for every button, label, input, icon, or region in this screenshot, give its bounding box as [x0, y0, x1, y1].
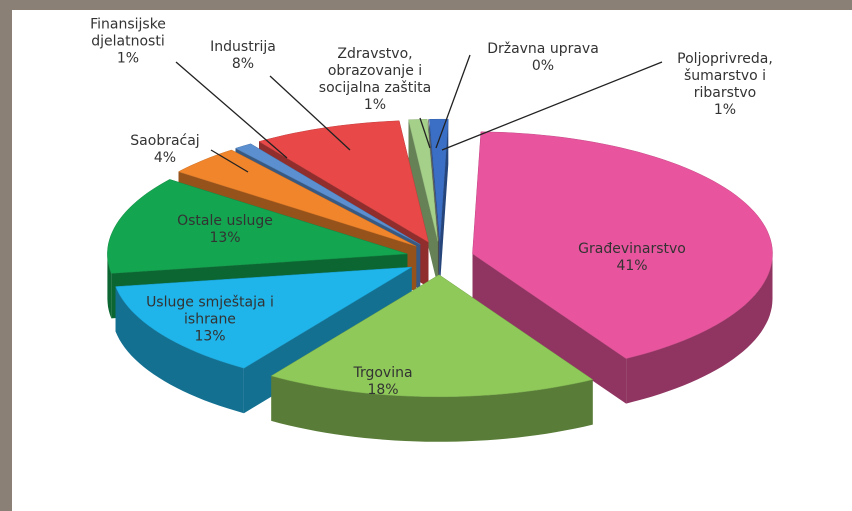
category-label: Finansijske djelatnosti — [90, 16, 166, 50]
slice-top — [115, 266, 412, 369]
slice-top — [428, 119, 440, 242]
pie-slice — [408, 119, 439, 287]
slice-top — [408, 119, 439, 242]
slice-label: Industrija 8% — [193, 39, 293, 73]
value-label: 8% — [231, 56, 255, 72]
value-label: 1% — [116, 50, 140, 67]
leader-line — [435, 54, 471, 149]
pie-slice — [472, 131, 773, 404]
slice-label: Trgovina 18% — [323, 365, 443, 399]
value-label: 41% — [616, 258, 648, 274]
slice-label: Ostale usluge 13% — [160, 213, 290, 247]
leader-line — [419, 117, 431, 149]
slice-wall — [271, 375, 593, 442]
slice-side — [408, 119, 438, 287]
category-label: Usluge smještaja i ishrane — [146, 294, 274, 328]
value-label: 0% — [531, 58, 555, 74]
slice-label: Usluge smještaja i ishrane 13% — [130, 295, 290, 346]
slice-top — [270, 274, 594, 398]
slice-label: Građevinarstvo 41% — [562, 241, 702, 275]
category-label: Industrija — [210, 39, 276, 55]
category-label: Trgovina — [353, 365, 413, 381]
leader-line — [210, 149, 249, 173]
value-label: 4% — [153, 150, 177, 166]
slice-wall — [626, 253, 773, 404]
category-label: Poljoprivreda, šumarstvo i ribarstvo — [677, 51, 773, 101]
slice-label: Finansijske djelatnosti 1% — [73, 17, 183, 68]
category-label: Državna uprava — [487, 41, 599, 57]
value-label: 18% — [367, 382, 399, 398]
slice-label: Saobraćaj 4% — [110, 133, 220, 167]
slice-wall — [107, 253, 112, 319]
frame — [0, 0, 852, 10]
slice-label: Državna uprava 0% — [478, 41, 608, 75]
slice-top — [472, 131, 773, 359]
value-label: 1% — [713, 102, 737, 118]
slice-top — [107, 179, 408, 274]
category-label: Saobraćaj — [130, 133, 200, 149]
slice-side — [472, 253, 627, 404]
slice-top — [177, 149, 417, 247]
value-label: 13% — [209, 230, 241, 246]
leader-line — [175, 61, 288, 159]
leader-line — [269, 75, 351, 151]
slice-label: Zdravstvo, obrazovanje i socijalna zašti… — [300, 46, 450, 114]
slice-top — [234, 143, 421, 245]
value-label: 13% — [194, 328, 226, 345]
category-label: Građevinarstvo — [578, 241, 686, 257]
leader-line — [441, 61, 663, 151]
value-label: 1% — [363, 97, 387, 113]
pie-slice — [270, 274, 594, 442]
category-label: Zdravstvo, obrazovanje i socijalna zašti… — [318, 46, 432, 96]
category-label: Ostale usluge — [177, 213, 273, 229]
frame — [0, 0, 12, 511]
slice-label: Poljoprivreda, šumarstvo i ribarstvo 1% — [660, 51, 790, 119]
slice-wall — [115, 286, 244, 414]
slice-side — [439, 119, 449, 287]
